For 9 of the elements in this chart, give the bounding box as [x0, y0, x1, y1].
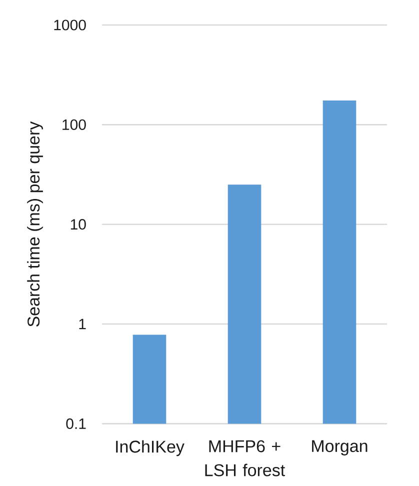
- y-tick-label: 1000: [54, 20, 86, 30]
- y-tick-label: 10: [70, 219, 86, 230]
- x-tick-label: MHFP6 + LSH forest: [205, 440, 285, 476]
- y-tick-label: 0.1: [66, 418, 86, 430]
- x-tick-label: InChIKey: [116, 440, 184, 456]
- x-tick-label: Morgan: [312, 440, 368, 456]
- y-tick-label: 100: [62, 119, 86, 130]
- y-axis-title: Search time (ms) per query: [27, 121, 43, 327]
- y-tick-label: 1: [79, 318, 86, 330]
